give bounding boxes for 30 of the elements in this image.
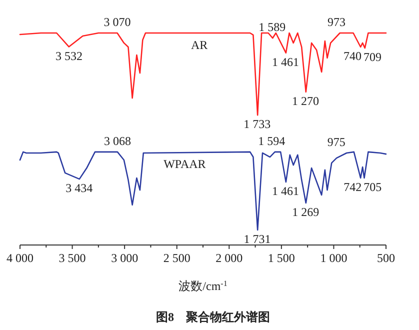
annotation: 705 xyxy=(364,180,382,194)
annotation: 1 731 xyxy=(244,232,271,246)
annotation: 973 xyxy=(328,15,346,29)
series-label: AR xyxy=(191,38,208,52)
x-tick-label: 1 000 xyxy=(320,251,348,265)
x-tick-label: 500 xyxy=(377,251,395,265)
annotation: 1 461 xyxy=(272,54,300,69)
annotation: 1 270 xyxy=(292,94,319,108)
annotation: 3 434 xyxy=(66,181,93,196)
x-tick-label: 3 000 xyxy=(111,251,138,265)
annotation: 1 461 xyxy=(272,184,300,198)
annotation: 975 xyxy=(327,134,346,149)
annotation: 1 589 xyxy=(258,20,286,34)
text: 图8 聚合物红外谱图 xyxy=(156,310,270,324)
x-tick-label: 2 000 xyxy=(216,251,243,265)
annotation: 1 594 xyxy=(258,134,286,148)
x-tick-label: 3 500 xyxy=(58,251,86,265)
annotation: 1 269 xyxy=(292,205,320,220)
series-label: WPAAR xyxy=(164,156,206,171)
annotation: 3 068 xyxy=(104,134,131,148)
x-axis-title: 波数/cm$^{-1}$ xyxy=(178,278,228,293)
annotation: 742 xyxy=(344,180,362,194)
annotation: 3 070 xyxy=(104,15,131,29)
annotation: 740 xyxy=(344,48,362,63)
x-tick-label: 4 000 xyxy=(6,251,34,265)
annotation: 709 xyxy=(364,50,382,64)
annotation: 1 733 xyxy=(244,117,271,132)
x-tick-label: 1 500 xyxy=(268,251,295,265)
annotation: 3 532 xyxy=(55,48,82,63)
x-tick-label: 2 500 xyxy=(163,251,190,265)
